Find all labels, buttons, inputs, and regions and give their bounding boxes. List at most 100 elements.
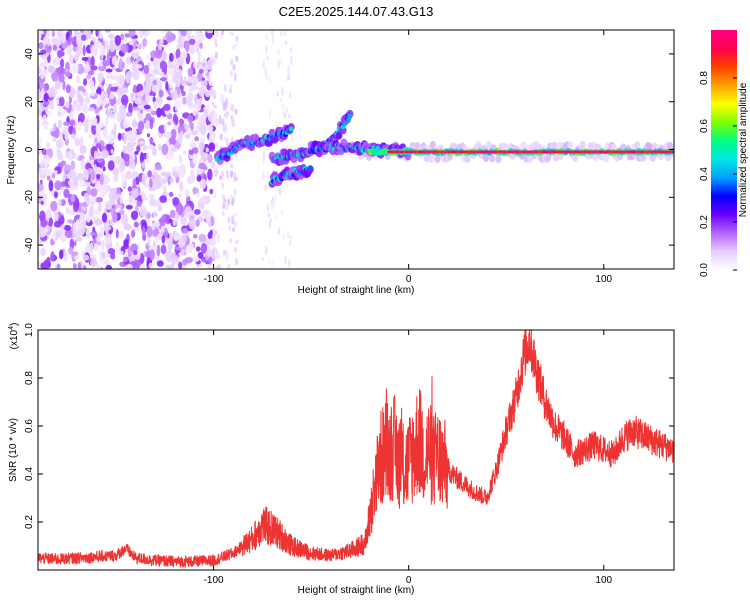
spectrogram-cell [158, 144, 162, 151]
colorbar-tick-label: 0.8 [699, 71, 710, 85]
spectrogram-cell [40, 219, 47, 228]
spectrogram-cell [283, 31, 287, 37]
spectrogram-cell [114, 34, 122, 46]
spectrogram-cell [79, 144, 87, 155]
spectrogram-cell [272, 34, 275, 45]
spectrogram-cell [137, 91, 145, 96]
spectrogram-cell [205, 147, 209, 153]
spectrogram-cell [187, 77, 195, 84]
spectrogram-cell [551, 141, 558, 150]
spectrogram-cell [189, 142, 197, 149]
spectrogram-cell [130, 243, 138, 253]
spectrogram-cell [40, 72, 45, 80]
spectrogram-y-tick-label: 40 [24, 48, 35, 60]
spectrogram-cell [199, 123, 206, 135]
spectrogram-cell [235, 239, 239, 245]
spectrogram-cell [143, 117, 147, 124]
spectrogram-cell [179, 180, 184, 192]
spectrogram-cell [59, 234, 67, 242]
spectrogram-cell [200, 195, 208, 204]
spectrogram-cell [208, 256, 213, 265]
spectrogram-cell [39, 247, 46, 257]
spectrogram-cell [248, 143, 256, 152]
spectrogram-cell [262, 59, 265, 69]
spectrogram-cell [57, 230, 62, 238]
spectrogram-cell [43, 125, 48, 131]
spectrogram-cell [205, 248, 214, 257]
spectrogram-cell [62, 174, 66, 180]
spectrogram-cell [45, 142, 51, 148]
spectrogram-cell [118, 87, 126, 95]
spectrogram-cell [62, 127, 67, 135]
spectrogram-cell [143, 84, 151, 96]
spectrogram-cell [91, 36, 97, 43]
spectrogram-cell [63, 224, 71, 231]
spectrogram-cell [97, 202, 102, 212]
spectrogram-cell [60, 186, 65, 192]
spectrogram-cell [40, 200, 45, 206]
spectrogram-cell [90, 55, 95, 67]
spectrogram-cell [200, 80, 208, 87]
spectrogram-cell [73, 30, 79, 36]
spectrogram-cell [70, 160, 76, 171]
spectrogram-cell [198, 86, 207, 98]
spectrogram-cell [142, 144, 148, 151]
spectrogram-cell [264, 184, 267, 192]
spectrogram-cell [192, 187, 199, 194]
spectrogram-cell [108, 155, 116, 161]
spectrogram-cell [153, 237, 158, 245]
spectrogram-cell [120, 33, 125, 41]
spectrogram-cell [289, 92, 292, 99]
spectrogram-cell [79, 215, 83, 224]
spectrogram-cell [284, 255, 287, 265]
spectrogram-cell [82, 44, 86, 57]
snr-x-tick-label: 0 [406, 575, 412, 586]
spectrogram-cell [40, 87, 45, 99]
spectrogram-cell [147, 145, 156, 150]
spectrogram-cell [109, 38, 114, 48]
spectrogram-cell [211, 101, 215, 107]
spectrogram-cell [112, 211, 118, 223]
spectrogram-cell [205, 216, 211, 224]
spectrogram-cell [222, 194, 226, 200]
spectrogram-cell [100, 226, 105, 233]
spectrogram-cell [667, 141, 674, 150]
spectrogram-cell [75, 236, 83, 242]
spectrogram-cell [192, 76, 199, 85]
spectrogram-cell [38, 108, 42, 116]
spectrogram-cell [54, 59, 59, 65]
spectrogram-cell [213, 112, 217, 123]
spectrogram-cell [95, 263, 101, 269]
spectrogram-cell [159, 77, 167, 82]
spectrogram-cell [231, 226, 235, 233]
spectrogram-cell [96, 158, 103, 164]
spectrogram-cell [269, 217, 273, 223]
spectrogram-cell [176, 43, 184, 50]
spectrogram-cell [131, 133, 135, 145]
spectrogram-cell [145, 113, 152, 121]
spectrogram-cell [74, 251, 79, 256]
spectrogram-cell [67, 219, 74, 224]
spectrogram-cell [64, 71, 72, 78]
spectrogram-x-tick-label: 100 [595, 274, 612, 285]
spectrogram-cell [198, 97, 203, 106]
spectrogram-cell [290, 55, 293, 66]
spectrogram-cell [198, 68, 204, 74]
spectrogram-cell [282, 232, 285, 241]
spectrogram-cell [128, 40, 135, 46]
spectrogram-cell [175, 203, 184, 216]
spectrogram-cell [225, 201, 229, 212]
spectrogram-cell [178, 261, 183, 269]
spectrogram-cell [132, 178, 137, 190]
spectrogram-x-tick-label: 0 [406, 274, 412, 285]
spectrogram-cell [235, 35, 239, 43]
colorbar-tick-label: 0.0 [699, 263, 710, 277]
spectrogram-cell [108, 75, 116, 80]
spectrogram-cell [100, 123, 104, 129]
spectrogram-cell [131, 120, 138, 127]
spectrogram-cell [57, 111, 61, 117]
spectrogram-cell [286, 74, 290, 81]
spectrogram-cell [58, 73, 65, 83]
spectrogram-cell [149, 249, 155, 261]
spectrogram-cell [69, 209, 76, 216]
